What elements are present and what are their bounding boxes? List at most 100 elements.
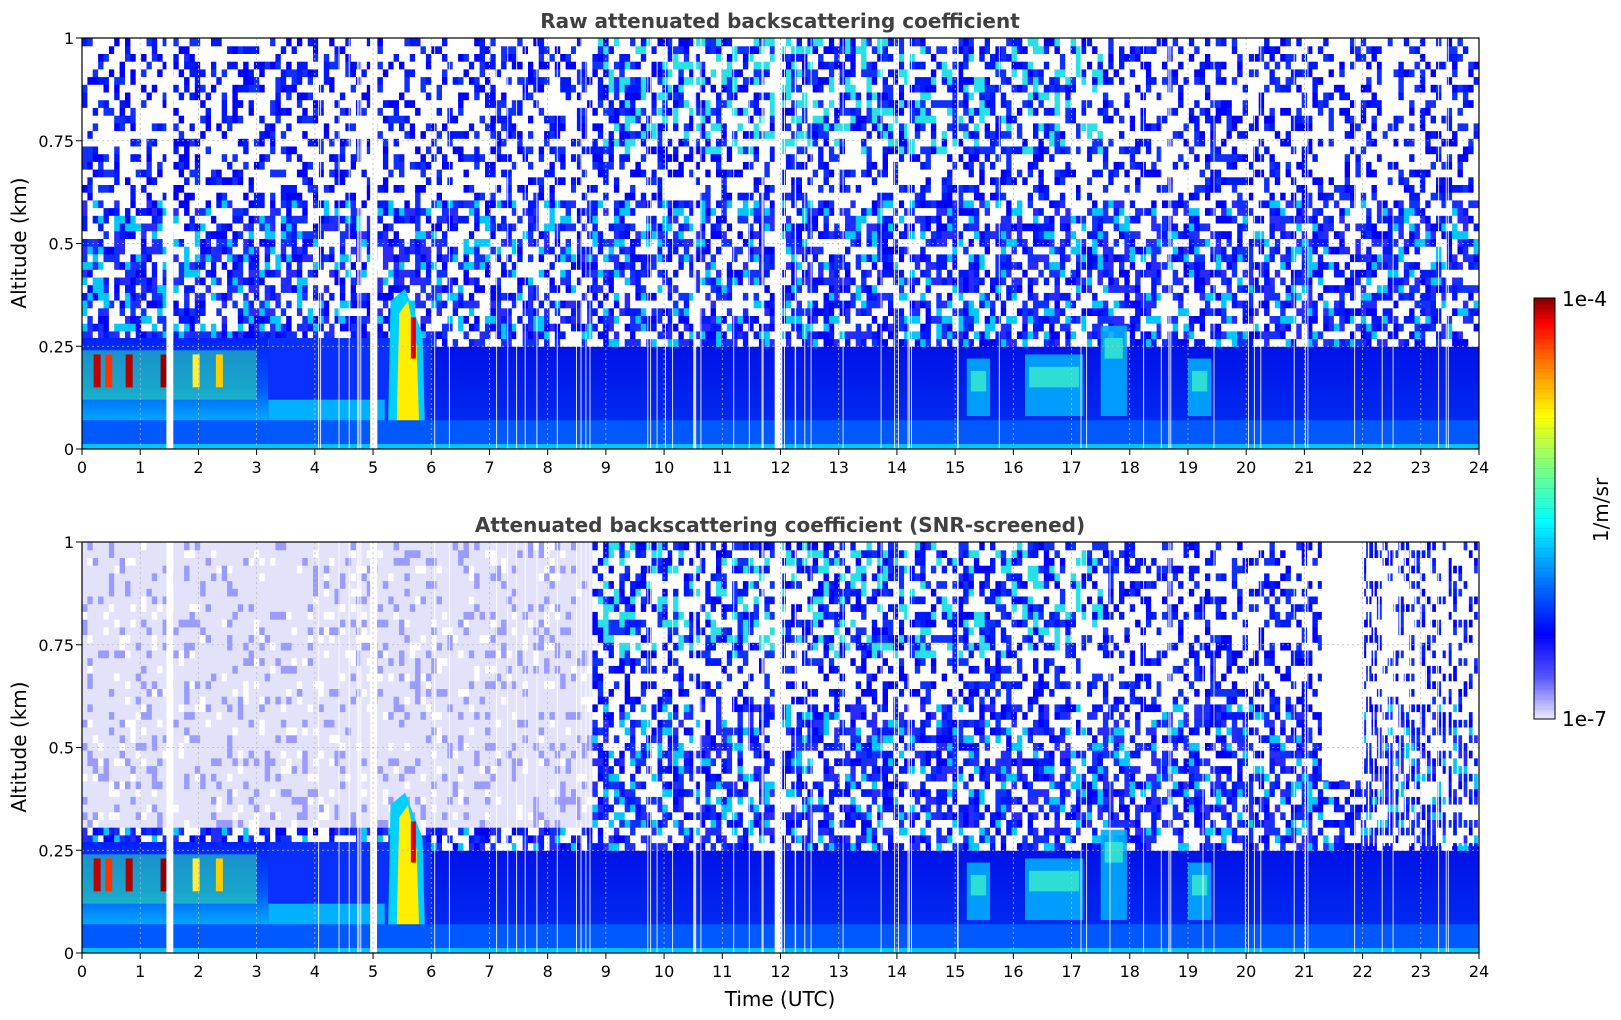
heatmap-cell — [533, 330, 540, 340]
heatmap-cell — [549, 68, 556, 78]
heatmap-cell — [291, 215, 298, 224]
heatmap-cell — [635, 215, 642, 224]
heatmap-cell — [151, 122, 158, 132]
heatmap-cell — [716, 76, 722, 85]
heatmap-cell — [253, 145, 260, 155]
heatmap-cell — [345, 207, 352, 216]
heatmap-cell — [458, 300, 465, 309]
heatmap-cell — [705, 61, 712, 70]
heatmap-cell — [345, 61, 352, 70]
heatmap-cell — [141, 238, 148, 247]
heatmap-cell — [726, 76, 733, 85]
heatmap-cell — [479, 184, 486, 193]
heatmap-cell — [667, 307, 674, 316]
heatmap-cell — [329, 269, 336, 278]
heatmap-cell — [495, 130, 502, 139]
heatmap-cell — [436, 238, 443, 247]
heatmap-cell — [178, 130, 185, 139]
heatmap-cell — [495, 215, 502, 224]
heatmap-cell — [211, 323, 217, 332]
heatmap-cell — [87, 292, 94, 301]
heatmap-cell — [549, 38, 556, 47]
heatmap-cell — [350, 84, 357, 93]
heatmap-cell — [302, 169, 309, 178]
heatmap-cell — [549, 130, 556, 139]
heatmap-cell — [302, 276, 309, 286]
heatmap-cell — [565, 253, 572, 263]
heatmap-cell — [624, 138, 631, 147]
heatmap-cell — [82, 184, 88, 193]
heatmap-cell — [296, 53, 303, 62]
heatmap-cell — [259, 138, 266, 147]
heatmap-cell — [608, 99, 615, 108]
heatmap-cell — [211, 176, 217, 185]
heatmap-cell — [286, 192, 293, 201]
heatmap-cell — [404, 130, 411, 139]
heatmap-cell — [119, 238, 126, 247]
heatmap-cell — [280, 261, 287, 270]
heatmap-cell — [388, 184, 395, 193]
heatmap-cell — [130, 276, 137, 286]
heatmap-cell — [178, 315, 185, 324]
heatmap-cell — [726, 122, 733, 132]
heatmap-cell — [409, 230, 416, 239]
heatmap-cell — [232, 99, 239, 108]
heatmap-cell — [689, 284, 696, 293]
heatmap-cell — [103, 61, 110, 70]
heatmap-cell — [345, 138, 352, 147]
heatmap-cell — [409, 207, 416, 216]
heatmap-cell — [221, 76, 228, 85]
heatmap-cell — [420, 176, 427, 185]
heatmap-cell — [366, 68, 373, 78]
heatmap-cell — [280, 68, 287, 78]
heatmap-cell — [221, 138, 228, 147]
heatmap-cell — [345, 161, 352, 170]
heatmap-cell — [474, 130, 481, 139]
heatmap-cell — [339, 130, 346, 139]
heatmap-cell — [211, 61, 217, 70]
heatmap-cell — [87, 76, 94, 85]
heatmap-cell — [425, 115, 432, 124]
heatmap-cell — [479, 153, 486, 162]
heatmap-cell — [549, 215, 556, 224]
heatmap-cell — [339, 215, 346, 224]
heatmap-cell — [640, 269, 647, 278]
heatmap-cell — [178, 76, 185, 85]
heatmap-cell — [200, 68, 207, 78]
heatmap-cell — [571, 207, 577, 216]
heatmap-cell — [130, 307, 137, 316]
heatmap-cell — [108, 192, 115, 201]
heatmap-cell — [135, 161, 142, 170]
heatmap-cell — [506, 115, 513, 124]
heatmap-cell — [673, 76, 679, 85]
heatmap-cell — [630, 38, 637, 47]
heatmap-cell — [619, 300, 626, 309]
heatmap-cell — [635, 338, 642, 347]
heatmap-cell — [130, 199, 137, 209]
heatmap-cell — [452, 99, 459, 108]
heatmap-cell — [189, 169, 196, 178]
heatmap-cell — [227, 207, 234, 216]
heatmap-cell — [329, 246, 336, 255]
heatmap-cell — [82, 161, 88, 170]
heatmap-cell — [173, 53, 180, 62]
heatmap-cell — [227, 138, 234, 147]
heatmap-cell — [533, 130, 540, 139]
heatmap-cell — [345, 84, 352, 93]
heatmap-cell — [114, 153, 121, 162]
heatmap-cell — [388, 99, 395, 108]
heatmap-cell — [211, 215, 217, 224]
heatmap-cell — [404, 38, 411, 47]
heatmap-cell — [517, 330, 524, 340]
heatmap-cell — [495, 276, 502, 286]
heatmap-cell — [689, 138, 696, 147]
heatmap-cell — [162, 91, 169, 101]
heatmap-cell — [151, 115, 158, 124]
heatmap-cell — [716, 176, 722, 185]
heatmap-cell — [141, 68, 148, 78]
heatmap-cell — [130, 330, 137, 340]
heatmap-cell — [318, 130, 325, 139]
heatmap-cell — [87, 161, 94, 170]
heatmap-cell — [447, 38, 454, 47]
heatmap-cell — [656, 145, 663, 155]
